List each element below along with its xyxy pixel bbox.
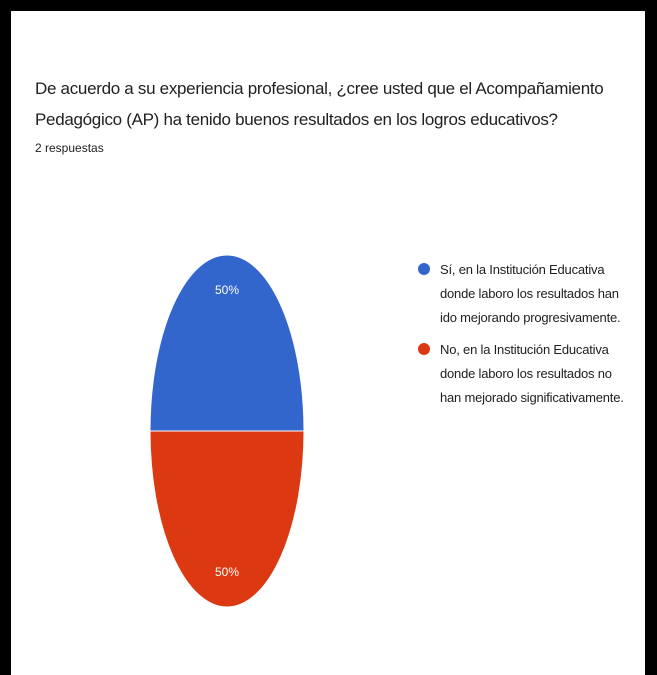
legend-item-no[interactable]: No, en la Institución Educativa donde la… — [418, 338, 633, 410]
legend-label-no: No, en la Institución Educativa donde la… — [440, 342, 624, 405]
chart-card: De acuerdo a su experiencia profesional,… — [11, 11, 645, 675]
question-title: De acuerdo a su experiencia profesional,… — [35, 79, 604, 129]
legend-item-si[interactable]: Sí, en la Institución Educativa donde la… — [418, 258, 633, 330]
legend-swatch-si — [418, 263, 430, 275]
legend-swatch-no — [418, 343, 430, 355]
pie-chart: 50% 50% — [149, 254, 305, 608]
slice-si-label: 50% — [215, 283, 239, 297]
slice-si[interactable] — [149, 254, 305, 432]
response-count: 2 respuestas — [35, 141, 104, 155]
legend-label-si: Sí, en la Institución Educativa donde la… — [440, 262, 621, 325]
legend: Sí, en la Institución Educativa donde la… — [418, 258, 633, 418]
slice-no[interactable] — [149, 430, 305, 608]
slice-no-label: 50% — [215, 565, 239, 579]
